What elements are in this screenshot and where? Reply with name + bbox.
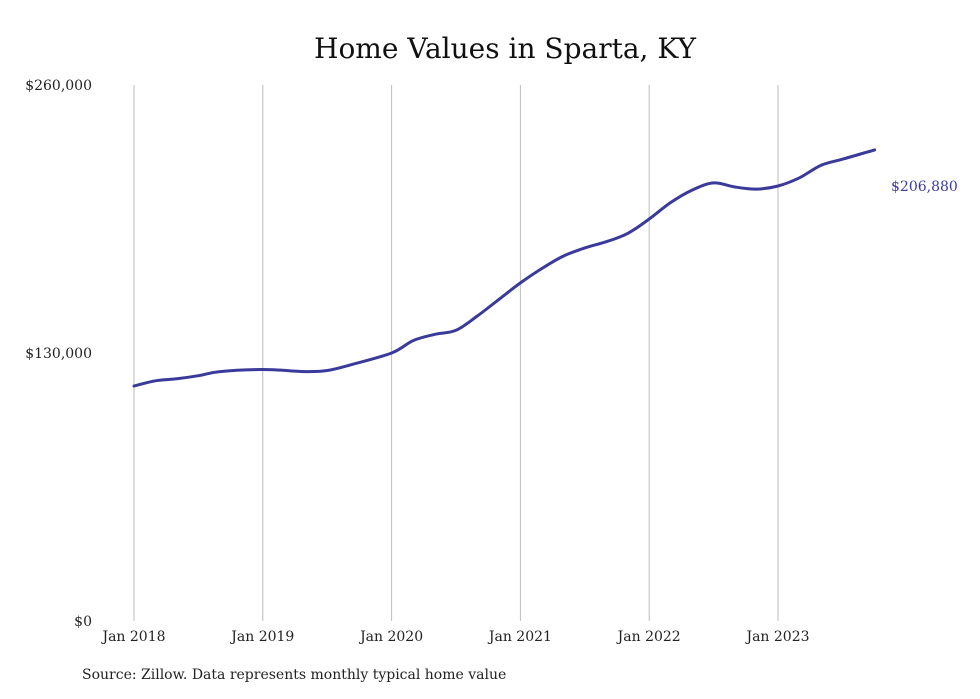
end-value-label: $206,880 — [891, 179, 958, 195]
source-note: Source: Zillow. Data represents monthly … — [82, 667, 507, 683]
x-tick-label: Jan 2022 — [616, 629, 681, 645]
x-tick-label: Jan 2021 — [487, 629, 552, 645]
series-line — [132, 148, 877, 388]
chart-title: Home Values in Sparta, KY — [314, 32, 696, 65]
y-tick-label: $0 — [74, 614, 92, 630]
x-tick-label: Jan 2019 — [229, 629, 294, 645]
x-tick-label: Jan 2020 — [358, 629, 423, 645]
y-axis-tick-labels: $0 $130,000 $260,000 — [25, 78, 92, 630]
y-tick-label: $260,000 — [25, 78, 92, 94]
grid-lines — [133, 85, 779, 621]
y-tick-label: $130,000 — [25, 346, 92, 362]
x-tick-label: Jan 2023 — [744, 629, 809, 645]
x-tick-label: Jan 2018 — [100, 629, 165, 645]
x-axis-tick-labels: Jan 2018 Jan 2019 Jan 2020 Jan 2021 Jan 2022… — [100, 629, 809, 645]
